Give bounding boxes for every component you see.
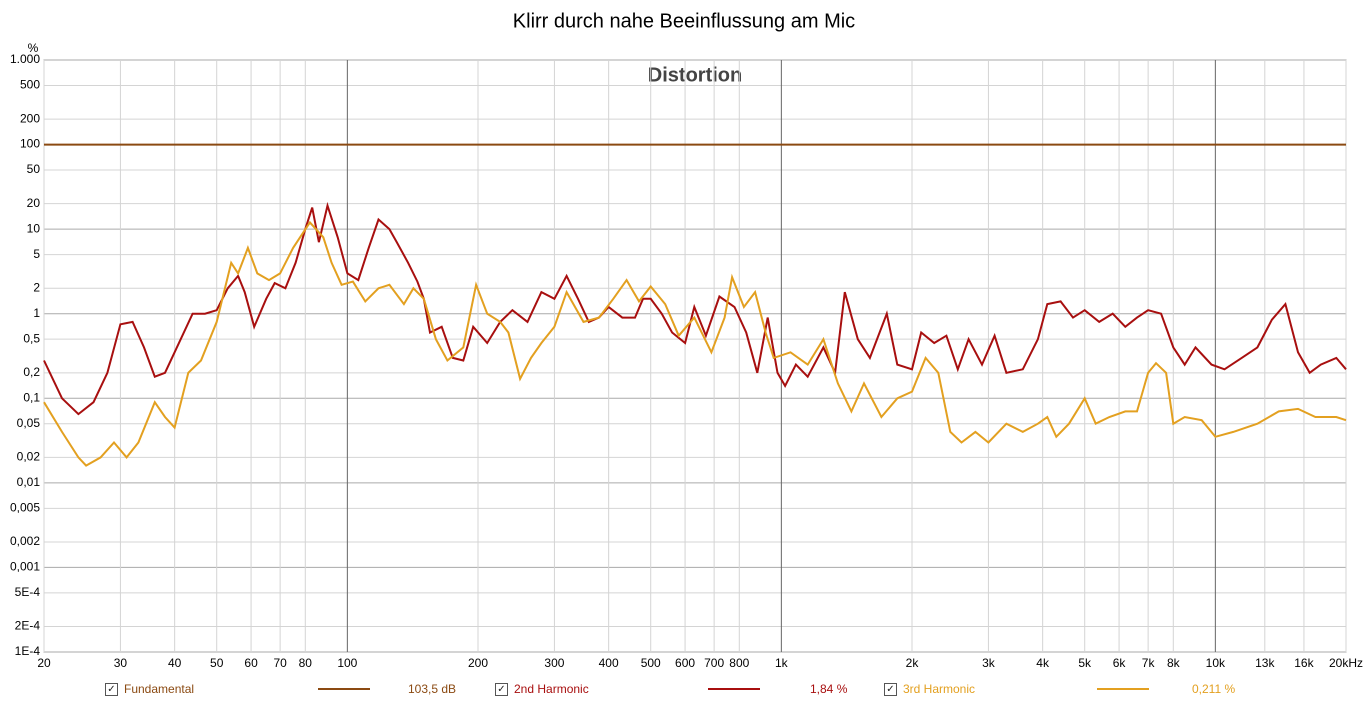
- y-tick-label: 2E-4: [15, 619, 41, 633]
- x-tick-label: 400: [599, 656, 619, 670]
- legend-value: 0,211 %: [1192, 682, 1236, 696]
- legend-item: [708, 682, 760, 690]
- y-tick-label: 500: [20, 78, 40, 92]
- plot-title: Distortion: [648, 64, 742, 86]
- y-tick-label: 1.000: [10, 52, 40, 66]
- y-tick-label: 100: [20, 137, 40, 151]
- x-tick-label: 300: [544, 656, 564, 670]
- series-line: [43, 220, 1347, 467]
- x-tick-label: 700: [704, 656, 724, 670]
- legend-item: [318, 682, 370, 690]
- legend-item: ✓ Fundamental: [105, 682, 194, 696]
- x-tick-label: 600: [675, 656, 695, 670]
- legend-label: 2nd Harmonic: [514, 682, 589, 696]
- x-tick-label: 500: [641, 656, 661, 670]
- y-tick-label: 5E-4: [15, 585, 41, 599]
- y-tick-label: 2: [33, 280, 40, 294]
- x-tick-label: 20kHz: [1329, 656, 1363, 670]
- y-tick-label: 0,5: [23, 331, 40, 345]
- y-tick-label: 0,05: [17, 416, 41, 430]
- plot-area: [43, 59, 1347, 653]
- legend-swatch: [1097, 688, 1149, 690]
- y-tick-label: 10: [27, 221, 41, 235]
- y-tick-label: 1: [33, 306, 40, 320]
- checkbox[interactable]: ✓: [495, 682, 508, 696]
- x-tick-label: 4k: [1036, 656, 1050, 670]
- checkbox[interactable]: ✓: [105, 682, 118, 696]
- y-tick-label: 0,001: [10, 560, 40, 574]
- y-tick-label: 0,02: [17, 450, 41, 464]
- x-tick-label: 800: [729, 656, 749, 670]
- x-tick-label: 60: [244, 656, 258, 670]
- x-tick-label: 1k: [775, 656, 789, 670]
- x-tick-label: 20: [37, 656, 51, 670]
- legend-value: 1,84 %: [810, 682, 848, 696]
- x-tick-label: 6k: [1113, 656, 1127, 670]
- legend-item: 1,84 %: [810, 682, 847, 696]
- y-tick-label: 0,01: [17, 475, 41, 489]
- legend-item: 0,211 %: [1192, 682, 1235, 696]
- legend-item: ✓ 2nd Harmonic: [495, 682, 589, 696]
- x-tick-label: 80: [299, 656, 313, 670]
- y-tick-label: 50: [27, 162, 41, 176]
- legend-label: 3rd Harmonic: [903, 682, 976, 696]
- legend-label: Fundamental: [124, 682, 195, 696]
- x-tick-label: 2k: [906, 656, 920, 670]
- legend-swatch: [318, 688, 370, 690]
- x-tick-label: 200: [468, 656, 488, 670]
- x-tick-label: 50: [210, 656, 224, 670]
- legend-swatch: [708, 688, 760, 690]
- checkbox[interactable]: ✓: [884, 682, 897, 696]
- x-tick-label: 3k: [982, 656, 996, 670]
- x-tick-label: 16k: [1294, 656, 1314, 670]
- x-tick-label: 13k: [1255, 656, 1275, 670]
- chart-title: Klirr durch nahe Beeinflussung am Mic: [513, 10, 855, 32]
- y-tick-label: 0,2: [23, 365, 40, 379]
- y-tick-label: 0,1: [23, 390, 40, 404]
- x-tick-label: 100: [337, 656, 357, 670]
- legend-item: [1097, 682, 1149, 690]
- x-tick-label: 8k: [1167, 656, 1181, 670]
- legend-value: 103,5 dB: [408, 682, 457, 696]
- y-tick-label: 0,005: [10, 500, 40, 514]
- y-tick-label: 0,002: [10, 534, 40, 548]
- y-tick-label: 20: [27, 196, 41, 210]
- legend-item: ✓ 3rd Harmonic: [884, 682, 975, 696]
- legend-item: 103,5 dB: [408, 682, 456, 696]
- x-tick-label: 7k: [1142, 656, 1156, 670]
- y-unit: %: [28, 41, 39, 55]
- y-tick-label: 200: [20, 111, 40, 125]
- x-tick-label: 30: [114, 656, 128, 670]
- x-tick-label: 10k: [1206, 656, 1226, 670]
- x-tick-label: 5k: [1078, 656, 1092, 670]
- y-tick-label: 1E-4: [15, 644, 41, 658]
- series-line: [43, 201, 1347, 416]
- x-tick-label: 40: [168, 656, 182, 670]
- y-tick-label: 5: [33, 247, 40, 261]
- x-tick-label: 70: [273, 656, 287, 670]
